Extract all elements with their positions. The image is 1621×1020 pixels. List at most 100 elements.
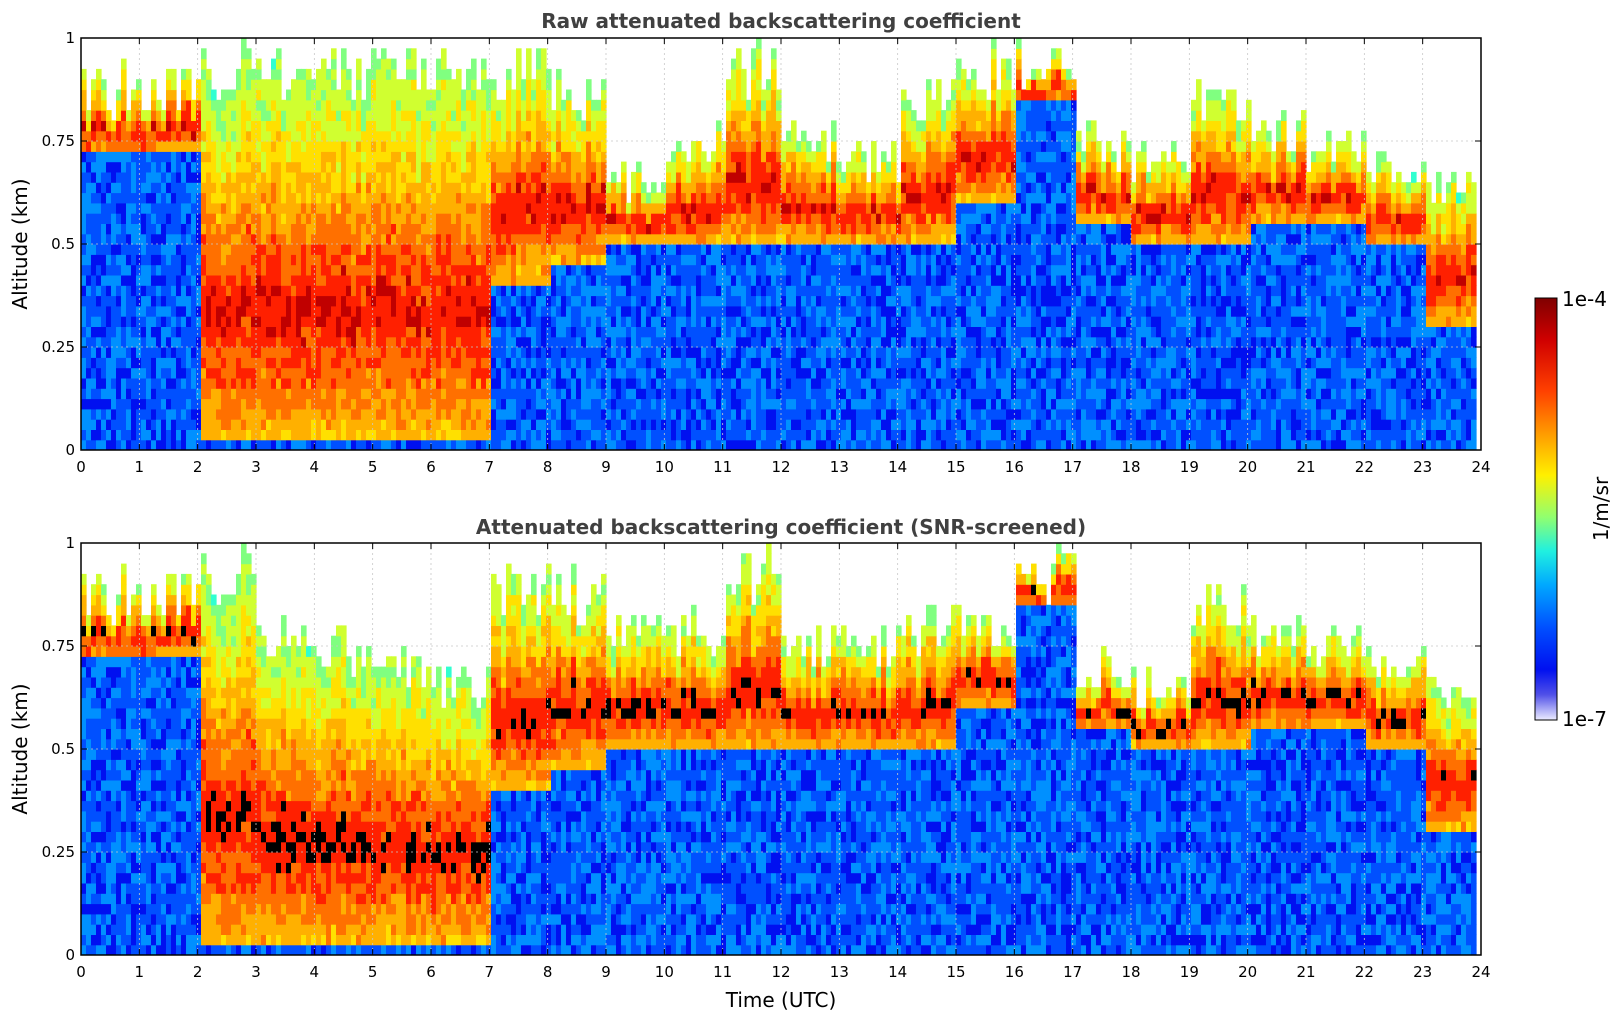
heatmap-cell (486, 151, 492, 163)
heatmap-cell (576, 305, 582, 317)
heatmap-cell (91, 182, 97, 194)
heatmap-cell (466, 130, 472, 142)
heatmap-cell (356, 151, 362, 163)
heatmap-cell (266, 130, 272, 142)
heatmap-cell (211, 182, 217, 194)
heatmap-cell (286, 285, 292, 297)
heatmap-cell (146, 357, 152, 369)
heatmap-cell (611, 388, 617, 400)
heatmap-cell (571, 419, 577, 430)
heatmap-cell (511, 367, 517, 379)
heatmap-cell (721, 326, 727, 338)
heatmap-cell (161, 347, 167, 358)
heatmap-cell (326, 254, 332, 266)
heatmap-cell (436, 419, 442, 430)
heatmap-cell (646, 398, 652, 410)
heatmap-cell (311, 99, 317, 111)
heatmap-cell (256, 295, 262, 307)
heatmap-cell (461, 151, 467, 163)
heatmap-cell (436, 68, 442, 80)
heatmap-cell (751, 68, 757, 80)
heatmap-cell (361, 316, 367, 327)
heatmap-cell (341, 202, 347, 214)
heatmap-cell (81, 68, 87, 80)
heatmap-cell (186, 357, 192, 369)
heatmap-cell (176, 120, 182, 132)
heatmap-cell (636, 244, 642, 255)
heatmap-cell (541, 419, 547, 430)
heatmap-cell (576, 202, 582, 214)
heatmap-cell (626, 223, 632, 235)
heatmap-cell (416, 377, 422, 389)
heatmap-cell (761, 151, 767, 163)
heatmap-cell (581, 192, 587, 204)
heatmap-cell (766, 439, 772, 450)
heatmap-cell (606, 388, 612, 400)
heatmap-cell (701, 285, 707, 297)
heatmap-cell (251, 171, 257, 183)
heatmap-cell (301, 419, 307, 430)
heatmap-cell (546, 130, 552, 142)
heatmap-cell (776, 439, 782, 450)
heatmap-cell (106, 439, 112, 450)
heatmap-cell (696, 285, 702, 297)
heatmap-cell (586, 79, 592, 91)
heatmap-cell (386, 347, 392, 358)
heatmap-cell (781, 213, 787, 224)
heatmap-cell (656, 233, 662, 245)
heatmap-cell (256, 202, 262, 214)
heatmap-cell (476, 305, 482, 317)
heatmap-cell (331, 429, 337, 441)
heatmap-cell (776, 316, 782, 327)
heatmap-cell (121, 326, 127, 338)
heatmap-cell (226, 244, 232, 255)
heatmap-cell (106, 192, 112, 204)
heatmap-cell (716, 151, 722, 163)
heatmap-cell (431, 110, 437, 121)
heatmap-cell (446, 285, 452, 297)
heatmap-cell (431, 192, 437, 204)
heatmap-cell (386, 192, 392, 204)
heatmap-cell (276, 213, 282, 224)
heatmap-cell (496, 326, 502, 338)
heatmap-cell (171, 99, 177, 111)
heatmap-cell (531, 357, 537, 369)
heatmap-cell (676, 305, 682, 317)
heatmap-cell (396, 295, 402, 307)
heatmap-cell (591, 316, 597, 327)
heatmap-cell (781, 347, 787, 358)
heatmap-cell (516, 171, 522, 183)
heatmap-cell (621, 223, 627, 235)
heatmap-cell (521, 233, 527, 245)
heatmap-cell (306, 161, 312, 173)
heatmap-cell (271, 110, 277, 121)
heatmap-cell (706, 171, 712, 183)
heatmap-cell (606, 316, 612, 327)
heatmap-cell (541, 285, 547, 297)
heatmap-cell (331, 408, 337, 420)
heatmap-cell (221, 388, 227, 400)
heatmap-cell (576, 151, 582, 163)
heatmap-cell (241, 347, 247, 358)
heatmap-cell (491, 326, 497, 338)
heatmap-cell (381, 213, 387, 224)
heatmap-cell (581, 295, 587, 307)
heatmap-cell (456, 429, 462, 441)
heatmap-cell (186, 130, 192, 142)
heatmap-cell (201, 192, 207, 204)
heatmap-cell (556, 285, 562, 297)
heatmap-cell (236, 295, 242, 307)
heatmap-cell (541, 264, 547, 276)
heatmap-cell (641, 202, 647, 214)
heatmap-cell (556, 171, 562, 183)
heatmap-cell (366, 233, 372, 245)
heatmap-cell (491, 274, 497, 286)
heatmap-cell (491, 182, 497, 194)
heatmap-cell (541, 223, 547, 235)
heatmap-cell (611, 419, 617, 430)
heatmap-cell (251, 336, 257, 348)
heatmap-cell (621, 295, 627, 307)
heatmap-cell (756, 336, 762, 348)
heatmap-cell (396, 79, 402, 91)
heatmap-cell (491, 367, 497, 379)
